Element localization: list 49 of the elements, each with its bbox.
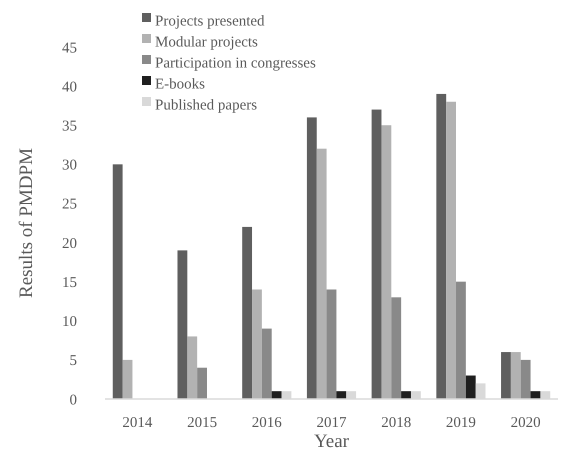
bar <box>381 125 392 399</box>
y-tick-label: 0 <box>70 392 77 408</box>
bar <box>446 102 456 399</box>
bar <box>401 391 411 399</box>
bar <box>510 352 521 399</box>
legend-label: Projects presented <box>155 13 266 30</box>
bar <box>112 164 123 399</box>
bar <box>501 352 511 399</box>
legend-label: Modular projects <box>155 34 258 50</box>
bar <box>177 250 188 399</box>
y-tick-label: 45 <box>62 40 77 56</box>
y-tick-label: 30 <box>62 158 77 174</box>
legend-label: E-books <box>155 76 206 92</box>
legend-label: Participation in congresses <box>155 55 316 72</box>
y-tick-label: 20 <box>62 236 77 252</box>
y-tick-label: 40 <box>62 79 77 96</box>
y-tick-label: 5 <box>70 353 77 370</box>
bar <box>466 376 476 399</box>
x-tick-label: 2016 <box>252 415 282 431</box>
x-tick-label: 2020 <box>510 415 541 431</box>
x-tick-label: 2014 <box>122 415 153 431</box>
x-axis-title: Year <box>314 431 350 452</box>
y-tick-label: 10 <box>62 314 77 330</box>
bar <box>436 94 446 399</box>
y-tick-label: 35 <box>62 118 77 134</box>
bar <box>122 360 132 399</box>
bar <box>272 391 282 399</box>
y-tick-label: 15 <box>62 274 77 291</box>
y-axis-title: Results of PMDPM <box>16 148 37 298</box>
bar <box>372 110 382 399</box>
bar <box>252 289 262 399</box>
bar <box>316 148 327 399</box>
legend-label: Published papers <box>155 97 258 114</box>
bar <box>262 328 272 399</box>
x-tick-label: 2019 <box>446 415 476 431</box>
x-tick-label: 2018 <box>381 415 412 431</box>
bar <box>336 391 346 399</box>
bar <box>306 117 317 399</box>
x-tick-label: 2015 <box>187 415 218 431</box>
y-tick-label: 25 <box>62 196 77 213</box>
bar <box>326 289 336 399</box>
bar <box>391 297 402 399</box>
bar <box>242 226 252 399</box>
bar <box>197 368 207 399</box>
bar <box>530 391 540 399</box>
bar <box>456 282 466 399</box>
x-tick-label: 2017 <box>316 415 347 431</box>
bar <box>520 360 531 399</box>
bar <box>187 336 198 399</box>
